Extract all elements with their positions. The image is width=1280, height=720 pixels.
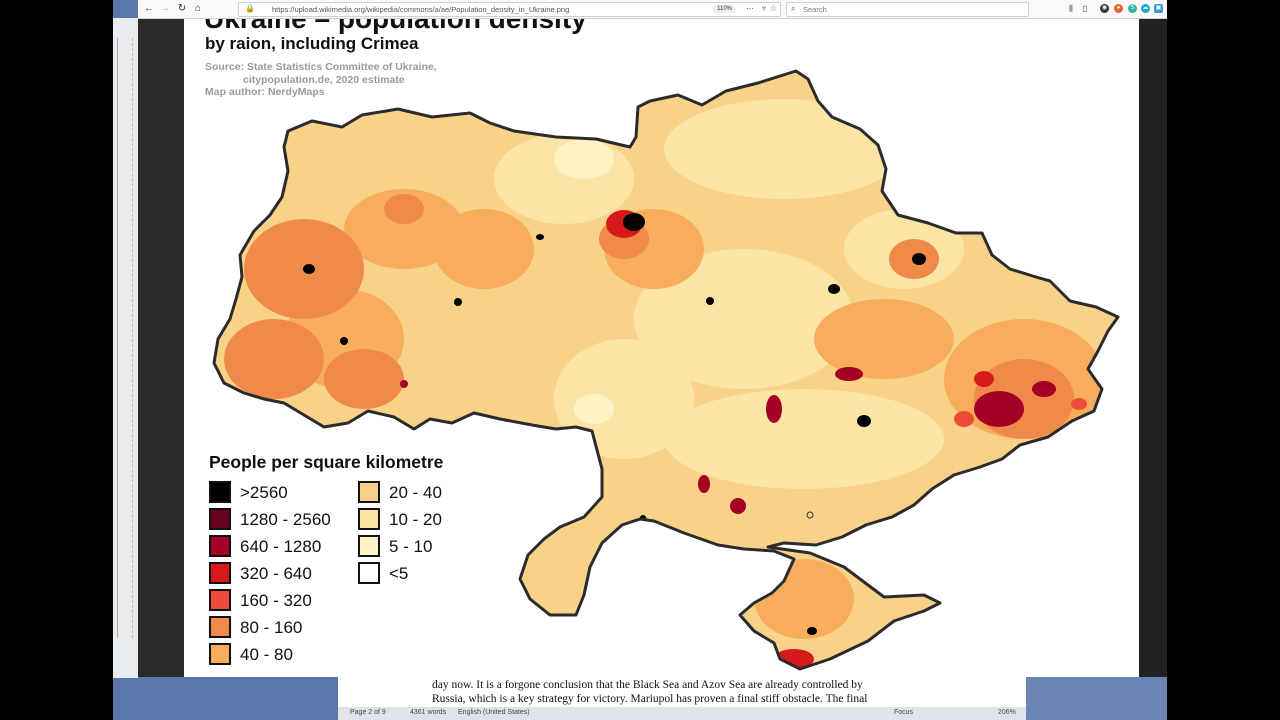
- map-title: Ukraine – population density: [204, 19, 587, 35]
- word-page: [338, 676, 1026, 710]
- forward-icon[interactable]: →: [160, 3, 170, 14]
- source-line: Source: State Statistics Committee of Uk…: [205, 61, 437, 73]
- status-zoom[interactable]: 206%: [998, 709, 1016, 716]
- zoom-badge[interactable]: 110%: [713, 5, 736, 13]
- word-side-area: [1026, 676, 1167, 720]
- document-line: day now. It is a forgone conclusion that…: [432, 679, 863, 691]
- home-icon[interactable]: ⌂: [194, 3, 202, 14]
- browser-toolbar: ← → ↻ ⌂ 🔒 https://upload.wikimedia.org/w…: [138, 0, 1167, 19]
- map-subtitle: by raion, including Crimea: [205, 34, 419, 53]
- legend-swatch: [209, 589, 231, 611]
- search-placeholder: Search: [803, 5, 827, 14]
- legend-label: 1280 - 2560: [240, 510, 331, 529]
- map-author: Map author: NerdyMaps: [205, 86, 325, 98]
- legend-swatch: [358, 562, 380, 584]
- legend-label: 80 - 160: [240, 618, 303, 637]
- map-image[interactable]: Ukraine – population density by raion, i…: [184, 19, 1139, 677]
- browser-window: ← → ↻ ⌂ 🔒 https://upload.wikimedia.org/w…: [138, 0, 1167, 677]
- legend-label: 40 - 80: [240, 645, 293, 664]
- legend-swatch: [209, 562, 231, 584]
- extension-icon[interactable]: ●: [1114, 4, 1123, 13]
- legend-label: 10 - 20: [389, 510, 442, 529]
- extension-icon[interactable]: ◉: [1100, 4, 1109, 13]
- zoom-cursor-icon: [806, 511, 814, 519]
- browser-content: Ukraine – population density by raion, i…: [138, 19, 1167, 677]
- legend-swatch: [358, 481, 380, 503]
- back-icon[interactable]: ←: [144, 3, 154, 14]
- legend-label: 20 - 40: [389, 483, 442, 502]
- legend-swatch: [209, 643, 231, 665]
- legend-swatch: [358, 508, 380, 530]
- legend-label: 160 - 320: [240, 591, 312, 610]
- status-language[interactable]: English (United States): [458, 709, 530, 716]
- page-actions-icon[interactable]: ⋯: [746, 4, 754, 13]
- extension-icon[interactable]: S: [1128, 4, 1137, 13]
- document-text[interactable]: day now. It is a forgone conclusion that…: [432, 679, 992, 706]
- cloud-icon[interactable]: ☁: [1141, 4, 1150, 13]
- legend-title: People per square kilometre: [209, 452, 444, 472]
- legend-label: >2560: [240, 483, 288, 502]
- status-page-count[interactable]: Page 2 of 9: [350, 709, 386, 716]
- legend-swatch: [209, 535, 231, 557]
- library-icon[interactable]: ⫼: [1069, 4, 1073, 13]
- source-line: citypopulation.de, 2020 estimate: [243, 73, 405, 86]
- url-text[interactable]: https://upload.wikimedia.org/wikipedia/c…: [272, 5, 570, 14]
- search-icon: ⌕: [791, 4, 796, 13]
- legend-swatch: [358, 535, 380, 557]
- search-bar[interactable]: ⌕ Search: [786, 2, 1029, 17]
- legend-swatch: [209, 616, 231, 638]
- background-map-strip: [113, 18, 138, 678]
- dark-margin: [1139, 19, 1167, 677]
- status-focus[interactable]: Focus: [894, 709, 914, 716]
- address-bar[interactable]: 🔒 https://upload.wikimedia.org/wikipedia…: [238, 2, 781, 17]
- sidebar-icon[interactable]: ▯: [1082, 4, 1088, 13]
- document-line: Russia, which is a key strategy for vict…: [432, 692, 868, 705]
- legend-label: 640 - 1280: [240, 537, 322, 556]
- map-source: Source: State Statistics Committee of Uk…: [205, 61, 437, 99]
- word-status-bar: Page 2 of 9 4361 words English (United S…: [338, 707, 1026, 720]
- legend-label: <5: [389, 564, 409, 583]
- lock-icon[interactable]: 🔒: [245, 4, 255, 13]
- bookmark-star-icon[interactable]: ☆: [769, 4, 777, 13]
- legend-label: 5 - 10: [389, 537, 433, 556]
- status-word-count[interactable]: 4361 words: [410, 709, 447, 716]
- extension-icon[interactable]: ▣: [1154, 4, 1163, 13]
- reload-icon[interactable]: ↻: [177, 3, 187, 14]
- legend-label: 320 - 640: [240, 564, 312, 583]
- legend-swatch: [209, 508, 231, 530]
- legend-swatch: [209, 481, 231, 503]
- pocket-icon[interactable]: ▿: [761, 4, 766, 13]
- ukraine-map: [212, 69, 1120, 671]
